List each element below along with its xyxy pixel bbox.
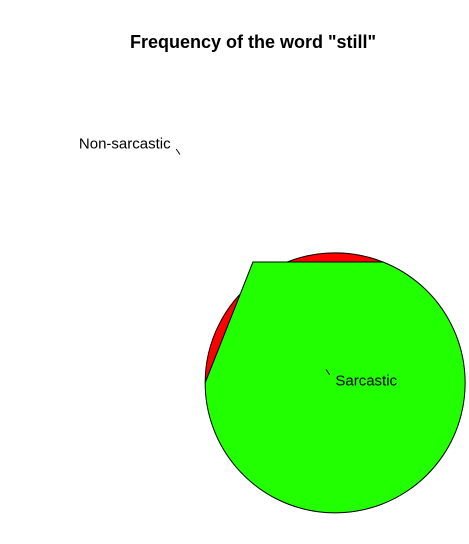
slice-labels: Sarcastic Non-sarcastic xyxy=(79,136,398,390)
slice-label-lines xyxy=(175,148,331,376)
slice-label-sarcastic: Sarcastic xyxy=(335,372,397,389)
label-line-sarcastic xyxy=(325,369,331,376)
chart-title: Frequency of the word "still" xyxy=(130,32,376,52)
pie-slice-non-sarcastic xyxy=(204,261,466,514)
pie-slices xyxy=(204,252,466,514)
label-line-non-sarcastic xyxy=(175,148,181,155)
slice-label-non-sarcastic: Non-sarcastic xyxy=(79,136,171,153)
